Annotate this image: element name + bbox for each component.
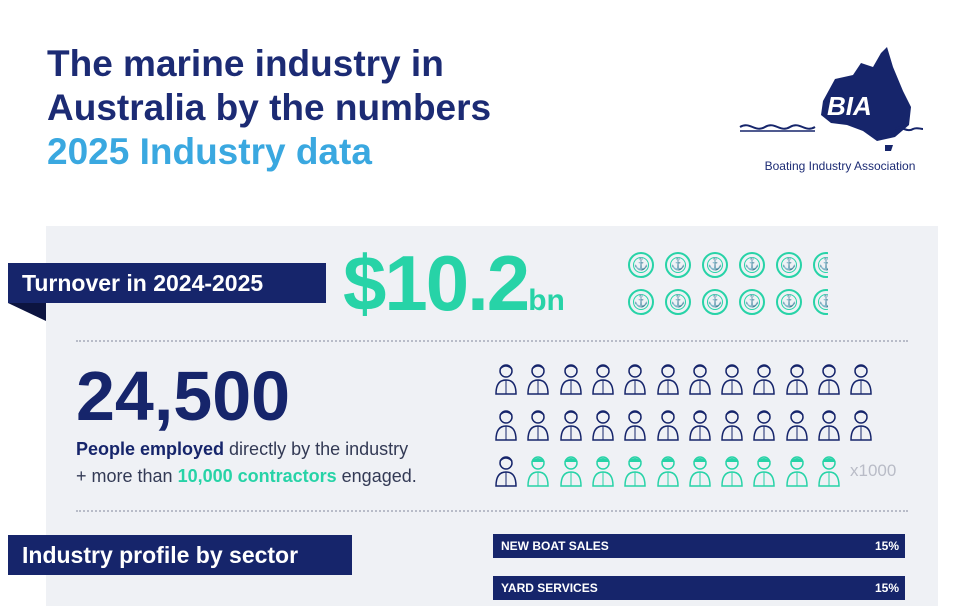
scale-label: x1000 [850, 461, 897, 480]
title-line-2: Australia by the numbers [47, 87, 492, 128]
anchor-coin-icon: ⚓ [813, 252, 828, 278]
contractor-icon [786, 456, 808, 487]
person-icon [624, 364, 646, 395]
bia-logo: BIA Boating Industry Association [735, 45, 925, 180]
sector-label: NEW BOAT SALES [501, 539, 609, 553]
anchor-coin-icon: ⚓ [628, 252, 654, 278]
person-icon [592, 364, 614, 395]
person-icon [527, 364, 549, 395]
subtitle: 2025 Industry data [47, 131, 372, 172]
people-grid [494, 362, 884, 492]
turnover-amount: $10.2 [343, 239, 530, 327]
contractor-icon [624, 456, 646, 487]
contractor-icon [560, 456, 582, 487]
title-line-1: The marine industry in [47, 43, 444, 84]
contractor-icon [657, 456, 679, 487]
anchor-coin-icon: ⚓ [739, 289, 765, 315]
person-icon [560, 364, 582, 395]
anchor-coin-icon: ⚓ [776, 252, 802, 278]
coin-grid: ⚓ ⚓ ⚓ ⚓ ⚓ ⚓ ⚓ ⚓ ⚓ ⚓ ⚓ ⚓ [628, 252, 828, 324]
employed-rest: directly by the industry [224, 439, 409, 459]
anchor-coin-icon: ⚓ [702, 252, 728, 278]
person-icon [721, 364, 743, 395]
person-icon [721, 410, 743, 441]
employed-bold: People employed [76, 439, 225, 459]
turnover-value: $10.2bn [343, 238, 565, 329]
contractors-bold: 10,000 contractors [177, 466, 337, 486]
contractor-icon [721, 456, 743, 487]
person-icon [624, 410, 646, 441]
person-icon [818, 364, 840, 395]
contractors-prefix: + more than [76, 466, 178, 486]
anchor-coin-icon: ⚓ [665, 252, 691, 278]
person-icon [560, 410, 582, 441]
person-icon [818, 410, 840, 441]
turnover-ribbon: Turnover in 2024-2025 [8, 263, 326, 303]
person-icon [495, 410, 517, 441]
person-icon [753, 410, 775, 441]
logo-caption: Boating Industry Association [764, 159, 916, 173]
person-icon [657, 410, 679, 441]
contractor-icon [753, 456, 775, 487]
anchor-coin-icon: ⚓ [776, 289, 802, 315]
employment-description: People employed directly by the industry… [76, 436, 417, 490]
divider-1 [76, 340, 908, 342]
turnover-label: Turnover in 2024-2025 [22, 270, 264, 296]
ribbon-fold [8, 303, 46, 321]
contractor-icon [818, 456, 840, 487]
anchor-coin-icon: ⚓ [665, 289, 691, 315]
sector-ribbon: Industry profile by sector [8, 535, 352, 575]
anchor-coin-icon: ⚓ [813, 289, 828, 315]
person-icon [495, 456, 517, 487]
person-icon [850, 364, 872, 395]
sector-pct: 15% [874, 539, 899, 553]
australia-map-icon: BIA [739, 47, 924, 151]
sector-label: YARD SERVICES [501, 581, 598, 595]
contractor-icon [689, 456, 711, 487]
person-icon [495, 364, 517, 395]
person-icon [753, 364, 775, 395]
person-icon [850, 410, 872, 441]
person-icon [657, 364, 679, 395]
divider-2 [76, 510, 908, 512]
anchor-coin-icon: ⚓ [702, 289, 728, 315]
sector-pct: 15% [874, 581, 899, 595]
turnover-suffix: bn [528, 284, 565, 317]
sector-heading: Industry profile by sector [22, 542, 299, 568]
person-icon [786, 410, 808, 441]
employment-value: 24,500 [76, 357, 291, 435]
person-icon [689, 364, 711, 395]
person-icon [527, 410, 549, 441]
person-icon [689, 410, 711, 441]
person-icon [786, 364, 808, 395]
contractors-suffix: engaged. [336, 466, 417, 486]
svg-text:BIA: BIA [827, 91, 872, 121]
contractor-icon [527, 456, 549, 487]
page-title: The marine industry in Australia by the … [47, 42, 491, 174]
anchor-coin-icon: ⚓ [628, 289, 654, 315]
sector-bar-yard-services: YARD SERVICES 15% [493, 576, 905, 600]
anchor-coin-icon: ⚓ [739, 252, 765, 278]
sector-bar-new-boat-sales: NEW BOAT SALES 15% [493, 534, 905, 558]
person-icon [592, 410, 614, 441]
contractor-icon [592, 456, 614, 487]
